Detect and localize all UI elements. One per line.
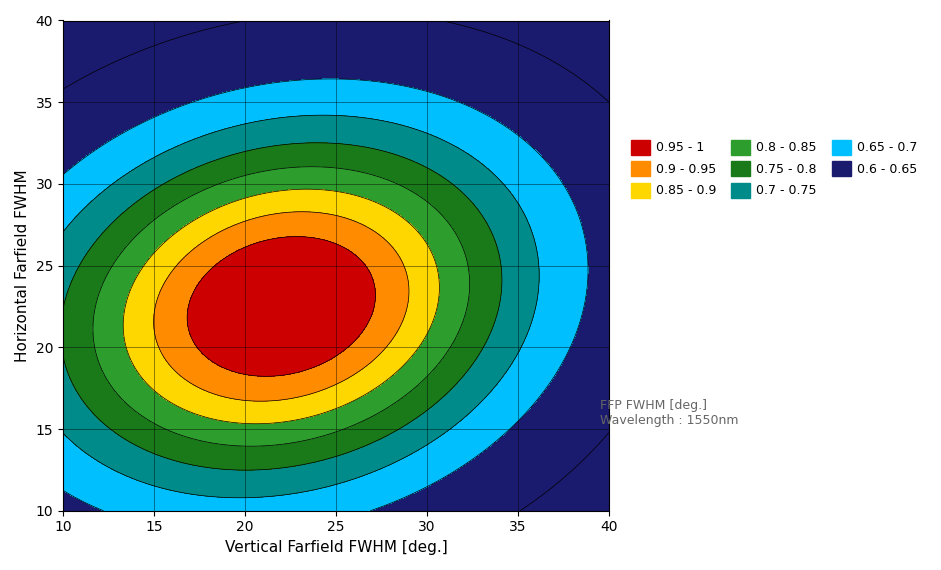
Y-axis label: Horizontal Farfield FWHM: Horizontal Farfield FWHM [15, 169, 30, 362]
Legend: 0.95 - 1, 0.9 - 0.95, 0.85 - 0.9, 0.8 - 0.85, 0.75 - 0.8, 0.7 - 0.75, 0.65 - 0.7: 0.95 - 1, 0.9 - 0.95, 0.85 - 0.9, 0.8 - … [626, 135, 922, 203]
X-axis label: Vertical Farfield FWHM [deg.]: Vertical Farfield FWHM [deg.] [225, 540, 447, 555]
Text: FFP FWHM [deg.]
Wavelength : 1550nm: FFP FWHM [deg.] Wavelength : 1550nm [600, 399, 739, 427]
